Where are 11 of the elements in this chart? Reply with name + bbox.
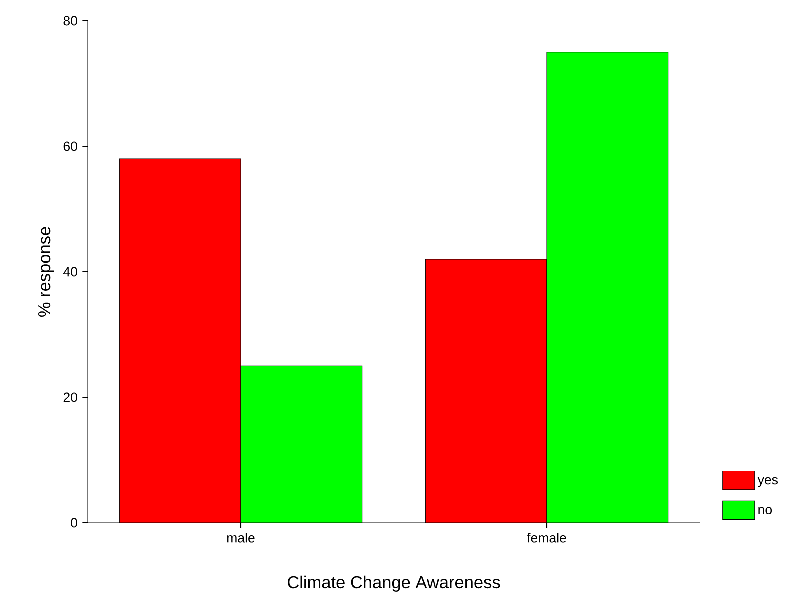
x-axis-title: Climate Change Awareness [288,576,500,592]
y-tick-label: 80 [64,16,78,26]
x-tick-label: female [527,533,566,543]
y-axis-title: % response [38,227,54,317]
y-tick-label: 20 [64,392,78,402]
y-tick-label: 40 [64,267,78,277]
legend-label: yes [758,477,778,488]
y-tick-label: 60 [64,142,78,152]
x-tick-label: male [227,533,255,543]
y-tick-label: 0 [71,518,78,528]
legend-label: no [758,507,772,515]
